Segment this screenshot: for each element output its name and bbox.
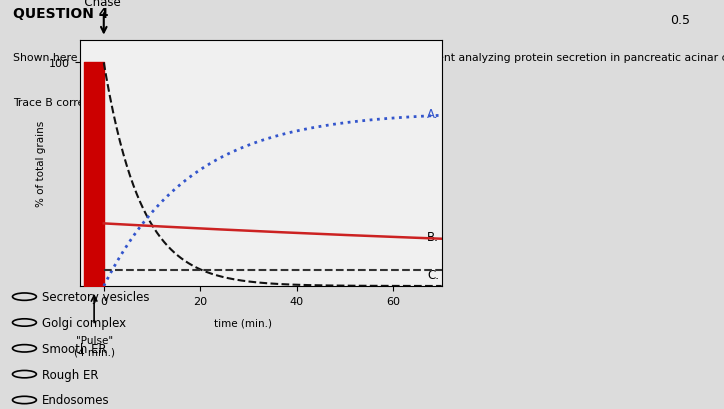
Text: 0.5: 0.5 bbox=[670, 14, 691, 27]
Text: A.: A. bbox=[427, 107, 439, 120]
Text: Trace B corresponds to radioactivity in which structure?: Trace B corresponds to radioactivity in … bbox=[14, 98, 316, 108]
Text: Smooth ER: Smooth ER bbox=[42, 342, 107, 355]
Y-axis label: % of total grains: % of total grains bbox=[36, 121, 46, 207]
Text: Endosomes: Endosomes bbox=[42, 393, 110, 407]
Text: Shown here is a graph illustrating data from the original Pulse-Chase experiment: Shown here is a graph illustrating data … bbox=[14, 52, 724, 63]
Text: QUESTION 4: QUESTION 4 bbox=[14, 7, 109, 21]
Text: Rough ER: Rough ER bbox=[42, 368, 99, 381]
Text: "Pulse"
(4 min.): "Pulse" (4 min.) bbox=[74, 335, 114, 357]
Text: B.: B. bbox=[427, 230, 439, 243]
Text: time (min.): time (min.) bbox=[214, 318, 272, 328]
Text: Secretory vesicles: Secretory vesicles bbox=[42, 290, 150, 303]
Text: Golgi complex: Golgi complex bbox=[42, 316, 127, 329]
Text: "Chase": "Chase" bbox=[80, 0, 127, 9]
Text: C.: C. bbox=[427, 269, 439, 282]
